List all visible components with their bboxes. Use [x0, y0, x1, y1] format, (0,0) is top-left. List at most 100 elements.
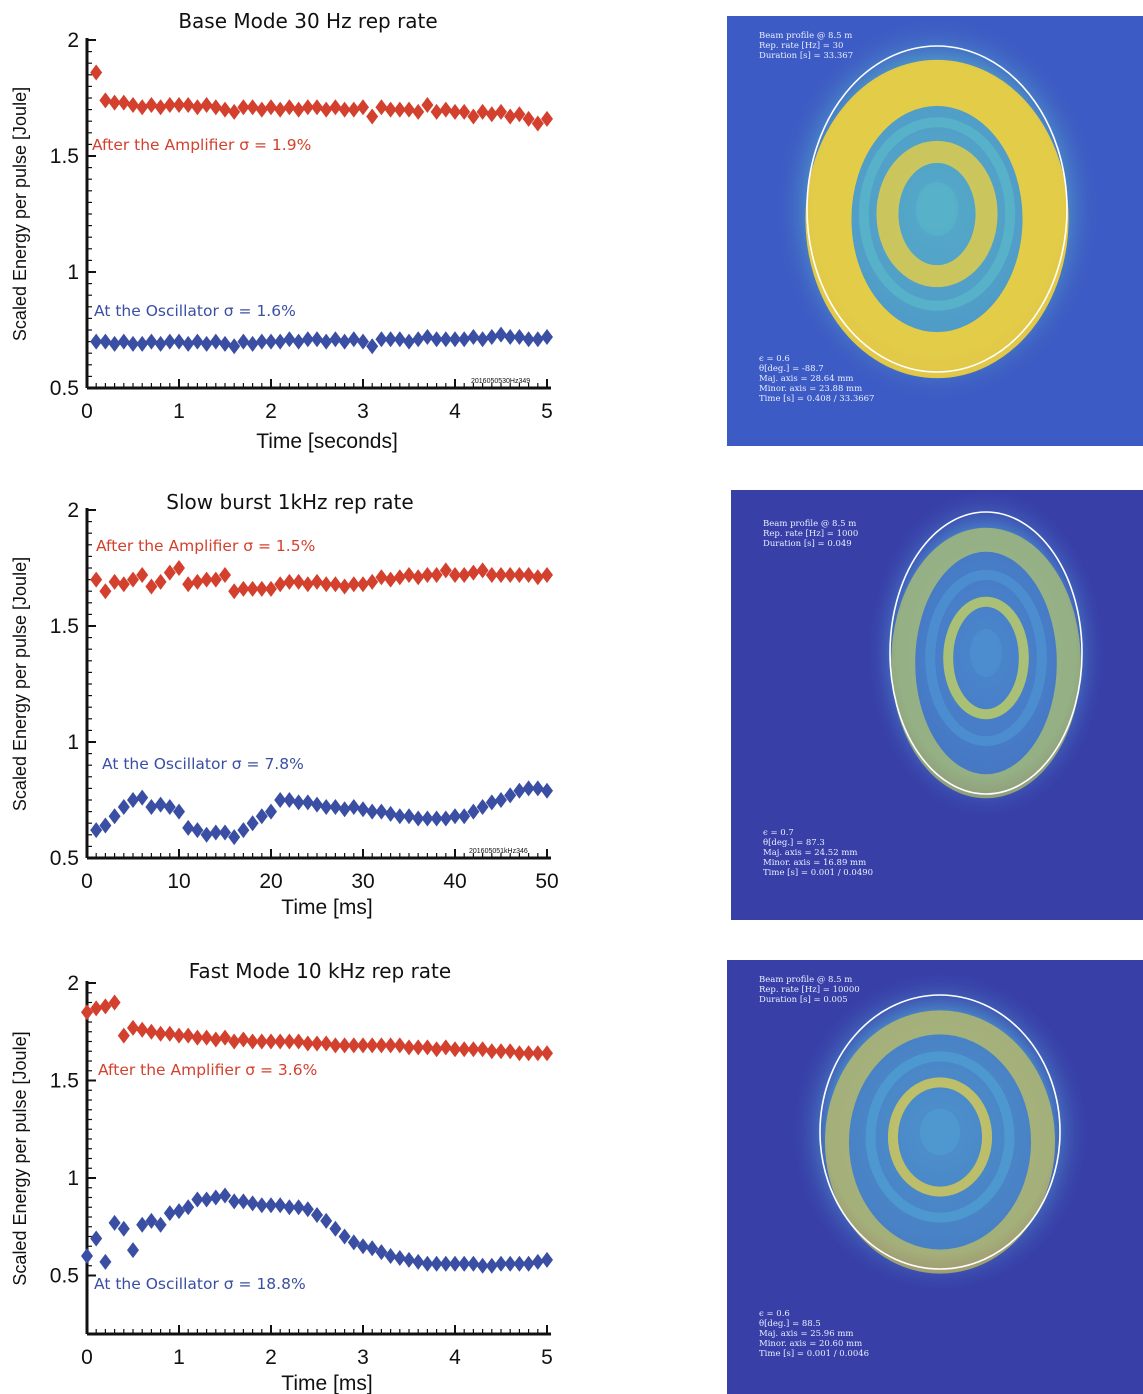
data-point-amplifier	[301, 576, 314, 593]
data-point-oscillator	[412, 1253, 425, 1270]
data-point-amplifier	[108, 94, 121, 111]
beam-stats-text: Maj. axis = 24.52 mm	[763, 848, 857, 858]
x-tick-label: 0	[81, 400, 93, 423]
data-point-amplifier	[495, 566, 507, 583]
data-point-amplifier	[173, 96, 185, 113]
data-point-amplifier	[191, 573, 204, 590]
data-point-amplifier	[421, 1039, 434, 1056]
data-point-oscillator	[154, 1216, 167, 1233]
data-point-oscillator	[301, 331, 314, 348]
data-point-amplifier	[292, 101, 305, 118]
data-point-amplifier	[430, 103, 443, 120]
beam-stats-text: θ[deg.] = 88.5	[759, 1319, 821, 1329]
data-point-amplifier	[200, 571, 213, 588]
data-point-amplifier	[541, 110, 553, 127]
beam-hot-ring	[805, 59, 1069, 379]
data-point-amplifier	[531, 1045, 544, 1062]
beam-header-text: Rep. rate [Hz] = 1000	[763, 529, 858, 539]
data-point-oscillator	[117, 1220, 130, 1237]
data-point-oscillator	[246, 335, 259, 352]
data-point-amplifier	[449, 566, 461, 583]
data-point-oscillator	[430, 331, 443, 348]
data-point-amplifier	[476, 1041, 489, 1058]
data-point-amplifier	[458, 1041, 471, 1058]
data-point-oscillator	[513, 328, 526, 345]
beam-profile-image-1khz: Beam profile @ 8.5 m Rep. rate [Hz] = 100…	[731, 490, 1143, 920]
series-label: At the Oscillator σ = 7.8%	[102, 755, 304, 773]
data-point-oscillator	[173, 333, 185, 350]
data-point-amplifier	[467, 564, 480, 581]
data-point-oscillator	[108, 1214, 121, 1231]
data-point-amplifier	[136, 566, 149, 583]
data-point-oscillator	[338, 1228, 351, 1245]
data-point-amplifier	[384, 101, 397, 118]
data-point-amplifier	[485, 106, 498, 123]
data-point-amplifier	[347, 576, 360, 593]
beam-inner-ring	[865, 1051, 1015, 1223]
data-point-amplifier	[357, 576, 369, 593]
run-id-label: 2016050530Hz349	[471, 378, 530, 385]
data-point-oscillator	[255, 1197, 268, 1214]
beam-stats-text: Minor. axis = 23.88 mm	[759, 384, 862, 394]
beam-header-text: Beam profile @ 8.5 m	[759, 31, 852, 41]
beam-center	[919, 1108, 961, 1156]
beam-hot-ring	[891, 527, 1081, 799]
data-point-oscillator	[108, 808, 121, 825]
data-point-oscillator	[476, 331, 489, 348]
data-point-amplifier	[99, 998, 112, 1015]
data-point-amplifier	[476, 103, 489, 120]
data-point-oscillator	[531, 780, 544, 797]
data-point-oscillator	[449, 808, 461, 825]
chart-svg: Base Mode 30 Hz rep rate 0 1 2 3 4 5 0.5 1 1.5 2 Ti…	[10, 9, 553, 453]
data-point-oscillator	[265, 333, 277, 350]
data-point-amplifier	[522, 566, 535, 583]
data-point-oscillator	[255, 333, 268, 350]
x-tick-label: 4	[449, 400, 461, 423]
data-point-amplifier	[219, 566, 231, 583]
beam-stats-text: ϵ = 0.6	[759, 1309, 790, 1319]
data-point-amplifier	[439, 562, 452, 579]
data-point-amplifier	[255, 101, 268, 118]
data-point-oscillator	[393, 331, 406, 348]
data-point-amplifier	[393, 569, 406, 586]
data-point-oscillator	[237, 333, 250, 350]
data-point-oscillator	[329, 798, 342, 815]
beam-stats-text: Minor. axis = 20.60 mm	[759, 1339, 862, 1349]
x-tick-label: 5	[541, 1346, 553, 1369]
data-point-amplifier	[329, 576, 342, 593]
data-point-amplifier	[366, 1037, 379, 1054]
series-label: After the Amplifier σ = 1.5%	[96, 537, 315, 555]
beam-header-text: Duration [s] = 0.049	[763, 539, 852, 549]
beam-center	[915, 182, 959, 236]
data-point-oscillator	[347, 1234, 360, 1251]
data-point-amplifier	[347, 1037, 360, 1054]
data-point-oscillator	[467, 803, 480, 820]
data-point-oscillator	[292, 1199, 305, 1216]
data-point-amplifier	[173, 1027, 185, 1044]
data-point-oscillator	[522, 1255, 535, 1272]
data-point-oscillator	[384, 331, 397, 348]
data-point-oscillator	[209, 1189, 222, 1206]
data-point-oscillator	[467, 328, 480, 345]
data-point-amplifier	[136, 1021, 149, 1038]
data-point-oscillator	[430, 1255, 443, 1272]
y-tick-label: 0.5	[50, 1265, 79, 1288]
data-point-oscillator	[366, 1240, 379, 1257]
beam-stats-text: ϵ = 0.6	[759, 354, 790, 364]
data-point-oscillator	[439, 331, 452, 348]
data-point-amplifier	[145, 1023, 158, 1040]
data-point-amplifier	[531, 115, 544, 132]
data-point-amplifier	[127, 571, 139, 588]
data-point-amplifier	[237, 99, 250, 116]
beam-header-text: Beam profile @ 8.5 m	[763, 519, 856, 529]
data-point-oscillator	[375, 1244, 388, 1261]
x-tick-label: 1	[173, 400, 185, 423]
data-point-amplifier	[311, 1035, 323, 1052]
data-point-amplifier	[504, 566, 517, 583]
data-point-oscillator	[311, 796, 323, 813]
data-point-amplifier	[449, 1041, 461, 1058]
data-point-oscillator	[375, 331, 388, 348]
data-point-amplifier	[163, 96, 176, 113]
y-tick-label: 1.5	[50, 1070, 79, 1093]
data-point-oscillator	[329, 1220, 342, 1237]
